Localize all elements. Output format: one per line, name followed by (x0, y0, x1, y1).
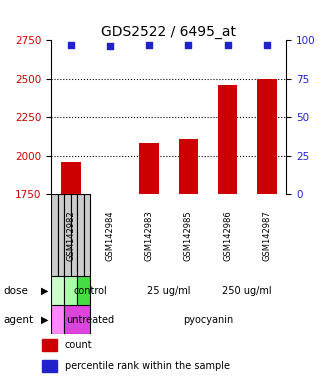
Text: 250 ug/ml: 250 ug/ml (222, 286, 272, 296)
Bar (61, 162, 81, 194)
Text: control: control (73, 286, 107, 296)
Text: dose: dose (3, 286, 28, 296)
Bar (84, 194, 90, 276)
Text: 25 ug/ml: 25 ug/ml (147, 286, 191, 296)
Point (186, 42, 191, 48)
Bar (64, 276, 77, 305)
Text: untreated: untreated (67, 314, 115, 325)
Bar (71, 194, 77, 276)
Bar (257, 79, 276, 194)
Text: ▶: ▶ (41, 286, 48, 296)
Title: GDS2522 / 6495_at: GDS2522 / 6495_at (101, 25, 236, 39)
Bar (42, 339, 57, 351)
Point (147, 42, 152, 48)
Bar (42, 360, 57, 372)
Bar (51, 194, 58, 276)
Bar (179, 139, 198, 194)
Text: GSM142986: GSM142986 (223, 210, 232, 261)
Bar (218, 85, 237, 194)
Bar (139, 143, 159, 194)
Text: count: count (65, 340, 92, 350)
Text: percentile rank within the sample: percentile rank within the sample (65, 361, 230, 371)
Text: GSM142985: GSM142985 (184, 210, 193, 260)
Text: ▶: ▶ (41, 314, 48, 325)
Point (68, 42, 73, 48)
Bar (64, 305, 90, 334)
Bar (100, 194, 120, 197)
Point (107, 43, 113, 50)
Bar (51, 276, 64, 305)
Point (225, 42, 230, 48)
Bar (51, 305, 64, 334)
Text: pyocyanin: pyocyanin (183, 314, 233, 325)
Bar (58, 194, 64, 276)
Text: GSM142982: GSM142982 (67, 210, 75, 260)
Bar (77, 194, 84, 276)
Point (264, 42, 269, 48)
Text: GSM142983: GSM142983 (145, 210, 154, 261)
Text: GSM142984: GSM142984 (106, 210, 115, 260)
Bar (64, 194, 71, 276)
Bar (77, 276, 90, 305)
Text: GSM142987: GSM142987 (262, 210, 271, 261)
Text: agent: agent (3, 314, 33, 325)
